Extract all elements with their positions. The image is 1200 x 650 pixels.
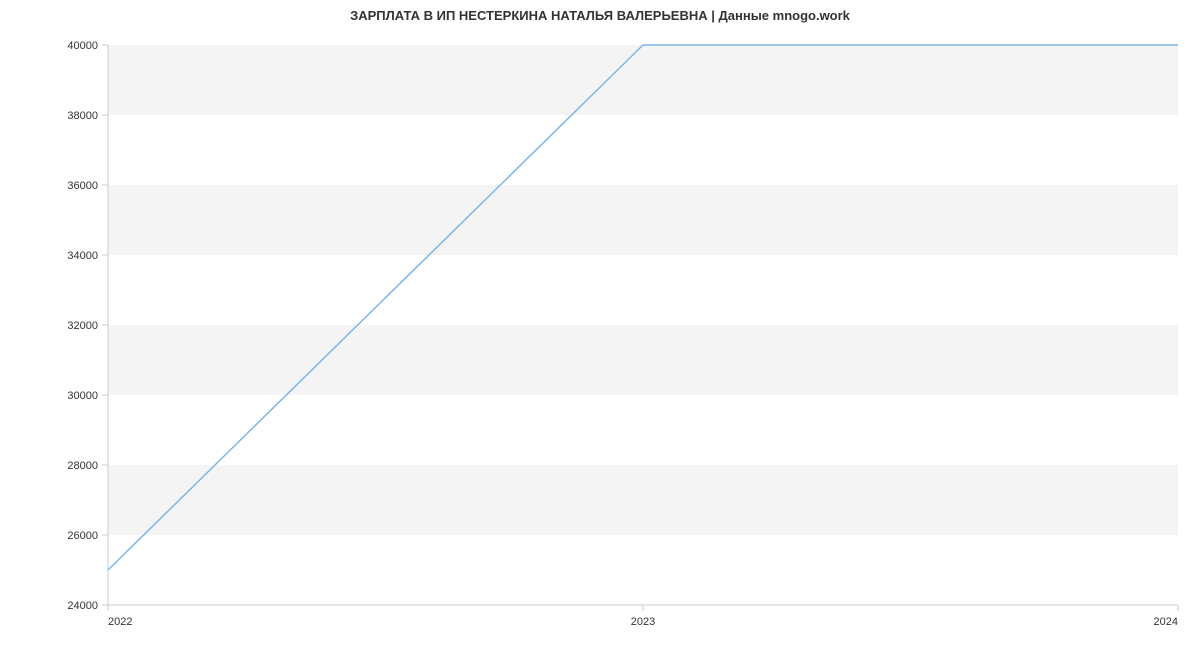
- y-tick-label: 40000: [67, 40, 98, 52]
- y-tick-label: 38000: [67, 110, 98, 122]
- x-tick-label: 2022: [108, 616, 132, 628]
- chart-title: ЗАРПЛАТА В ИП НЕСТЕРКИНА НАТАЛЬЯ ВАЛЕРЬЕ…: [0, 8, 1200, 23]
- y-tick-label: 28000: [67, 460, 98, 472]
- x-tick-label: 2024: [1154, 616, 1178, 628]
- y-tick-label: 32000: [67, 320, 98, 332]
- plot-band: [108, 535, 1178, 605]
- plot-band: [108, 395, 1178, 465]
- plot-band: [108, 255, 1178, 325]
- chart-svg: 24000 26000 28000 30000 32000 34000 36000 38000…: [0, 0, 1200, 650]
- y-tick-label: 36000: [67, 180, 98, 192]
- plot-band: [108, 45, 1178, 115]
- y-tick-label: 26000: [67, 530, 98, 542]
- salary-line-chart: ЗАРПЛАТА В ИП НЕСТЕРКИНА НАТАЛЬЯ ВАЛЕРЬЕ…: [0, 0, 1200, 650]
- y-tick-label: 30000: [67, 390, 98, 402]
- plot-band: [108, 115, 1178, 185]
- y-tick-label: 24000: [67, 600, 98, 612]
- plot-band: [108, 465, 1178, 535]
- x-tick-label: 2023: [631, 616, 655, 628]
- y-tick-label: 34000: [67, 250, 98, 262]
- plot-band: [108, 325, 1178, 395]
- plot-band: [108, 185, 1178, 255]
